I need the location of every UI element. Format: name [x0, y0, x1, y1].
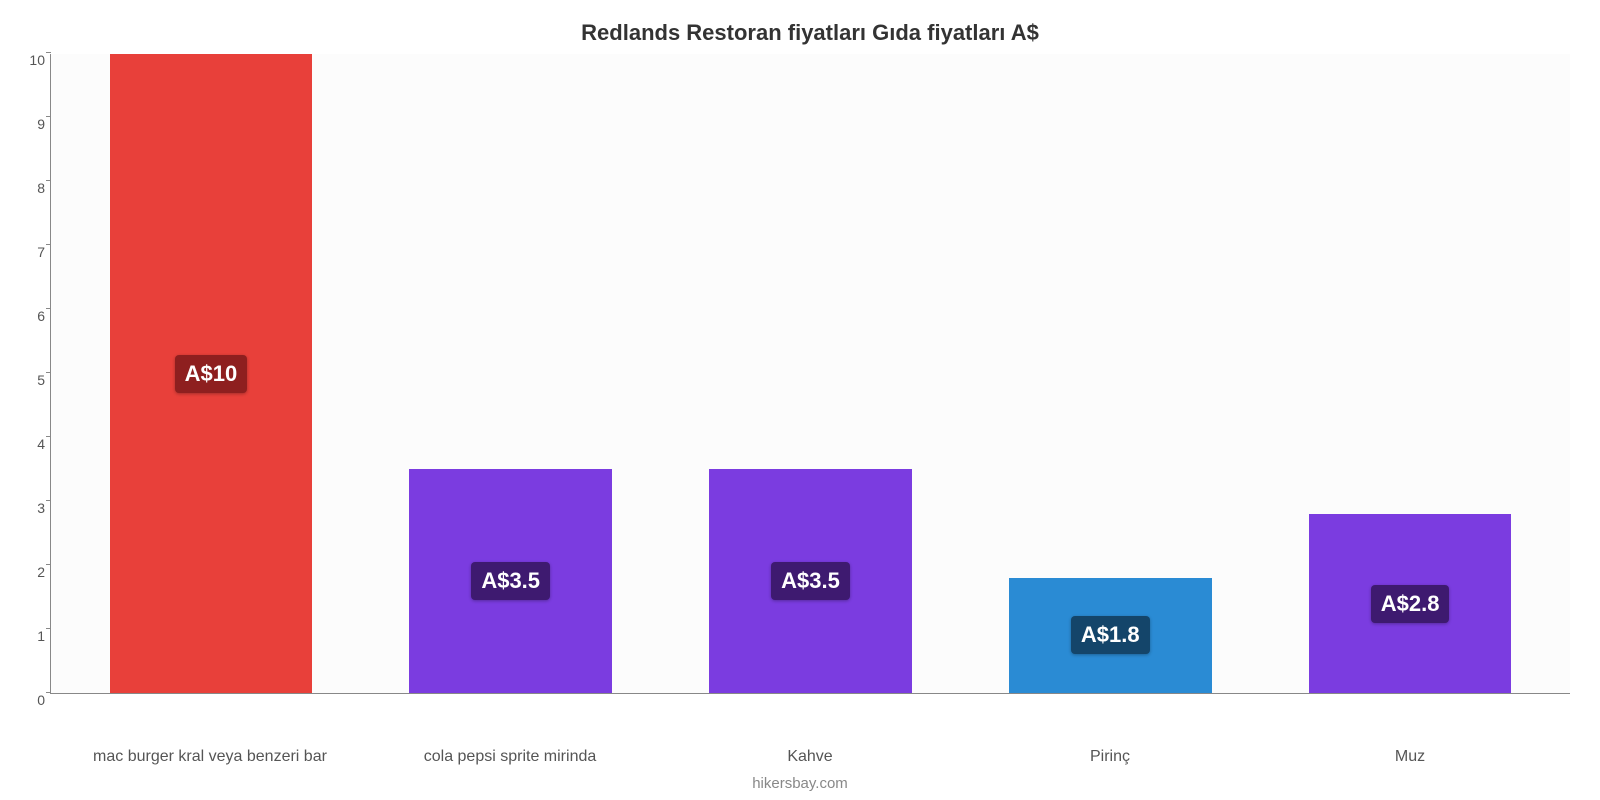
y-tick-mark: [46, 180, 51, 181]
bar-slot: A$3.5: [661, 54, 961, 693]
y-tick-mark: [46, 116, 51, 117]
y-tick-label: 7: [17, 244, 45, 260]
y-tick-label: 4: [17, 436, 45, 452]
y-tick-mark: [46, 564, 51, 565]
x-axis-label: Pirinç: [960, 748, 1260, 766]
bar-value-label: A$10: [175, 355, 248, 393]
y-tick-label: 8: [17, 180, 45, 196]
x-axis-label: cola pepsi sprite mirinda: [360, 748, 660, 766]
credit-text: hikersbay.com: [0, 775, 1600, 792]
x-axis-label: mac burger kral veya benzeri bar: [60, 748, 360, 766]
y-tick-mark: [46, 244, 51, 245]
bar: A$2.8: [1309, 514, 1512, 693]
plot-area: A$10A$3.5A$3.5A$1.8A$2.8 012345678910: [50, 54, 1570, 694]
bar: A$3.5: [409, 469, 612, 693]
x-axis-label: Kahve: [660, 748, 960, 766]
y-tick-label: 5: [17, 372, 45, 388]
bar-value-label: A$3.5: [471, 562, 550, 600]
y-tick-mark: [46, 500, 51, 501]
y-tick-mark: [46, 52, 51, 53]
y-tick-mark: [46, 436, 51, 437]
bar-slot: A$2.8: [1260, 54, 1560, 693]
bar: A$1.8: [1009, 578, 1212, 693]
y-tick-mark: [46, 628, 51, 629]
price-bar-chart: Redlands Restoran fiyatları Gıda fiyatla…: [0, 0, 1600, 800]
y-tick-label: 2: [17, 564, 45, 580]
y-tick-label: 10: [17, 52, 45, 68]
bar-slot: A$3.5: [361, 54, 661, 693]
x-axis: mac burger kral veya benzeri barcola pep…: [50, 748, 1570, 766]
chart-title: Redlands Restoran fiyatları Gıda fiyatla…: [50, 20, 1570, 46]
bar-value-label: A$1.8: [1071, 616, 1150, 654]
y-tick-mark: [46, 372, 51, 373]
y-tick-mark: [46, 692, 51, 693]
bars-container: A$10 A$3.5 A$3.5 A$1.8 A$2.8: [51, 54, 1570, 693]
y-tick-label: 0: [17, 692, 45, 708]
bar-slot: A$10: [61, 54, 361, 693]
x-axis-label: Muz: [1260, 748, 1560, 766]
y-tick-label: 1: [17, 628, 45, 644]
y-tick-label: 6: [17, 308, 45, 324]
y-tick-mark: [46, 308, 51, 309]
bar: A$10: [110, 54, 313, 693]
bar-value-label: A$2.8: [1371, 585, 1450, 623]
bar-value-label: A$3.5: [771, 562, 850, 600]
y-tick-label: 3: [17, 500, 45, 516]
bar-slot: A$1.8: [960, 54, 1260, 693]
y-tick-label: 9: [17, 116, 45, 132]
bar: A$3.5: [709, 469, 912, 693]
